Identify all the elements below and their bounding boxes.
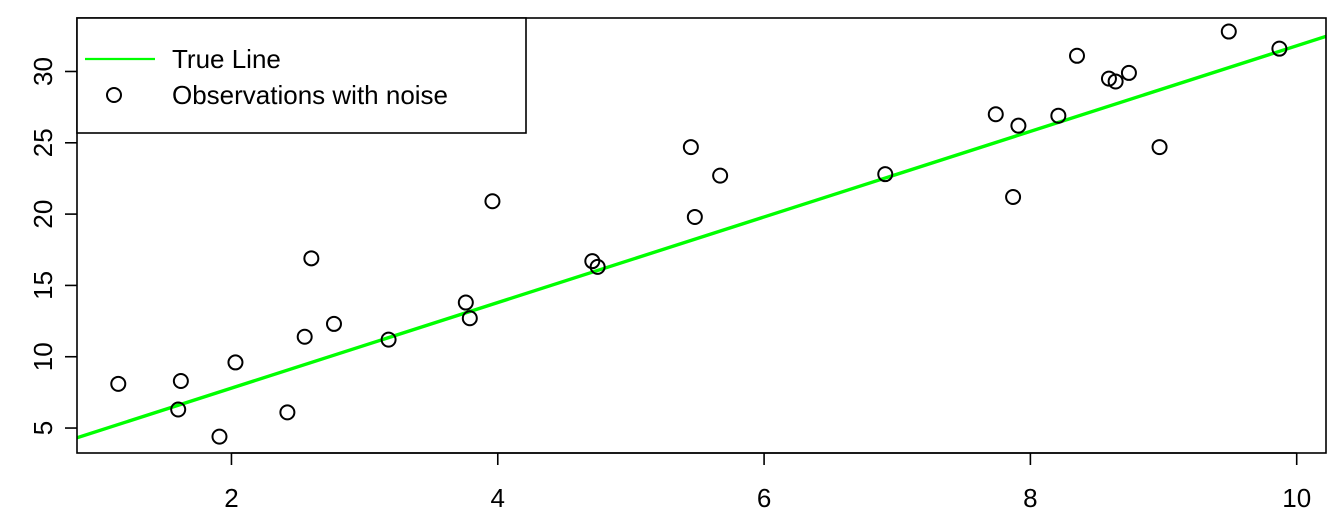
data-point <box>461 310 478 327</box>
data-point <box>172 372 189 389</box>
observation-points <box>110 23 1288 445</box>
x-tick-label: 10 <box>1282 483 1311 513</box>
data-point <box>380 331 397 348</box>
y-tick-label: 5 <box>28 421 58 435</box>
data-point <box>1005 188 1022 205</box>
data-point <box>303 250 320 267</box>
y-tick-label: 25 <box>28 128 58 157</box>
x-tick-label: 2 <box>224 483 238 513</box>
y-axis: 5 10 15 20 25 30 <box>28 57 77 435</box>
data-point <box>170 401 187 418</box>
data-point <box>325 315 342 332</box>
data-point <box>296 328 313 345</box>
data-point <box>227 354 244 371</box>
legend-label-true-line: True Line <box>172 44 281 74</box>
data-point <box>1050 107 1067 124</box>
data-point <box>1220 23 1237 40</box>
data-point <box>589 258 606 275</box>
data-point <box>1271 40 1288 57</box>
y-tick-label: 10 <box>28 342 58 371</box>
data-point <box>484 193 501 210</box>
y-tick-label: 20 <box>28 200 58 229</box>
data-point <box>712 167 729 184</box>
data-point <box>987 106 1004 123</box>
true-line-layer <box>77 34 1326 440</box>
data-point <box>877 166 894 183</box>
data-point <box>686 208 703 225</box>
data-point <box>211 428 228 445</box>
legend-box <box>76 17 527 134</box>
data-point <box>110 375 127 392</box>
data-point <box>584 253 601 270</box>
data-point <box>1068 47 1085 64</box>
data-point <box>1151 139 1168 156</box>
data-point <box>682 139 699 156</box>
x-tick-label: 8 <box>1023 483 1037 513</box>
data-point <box>1107 73 1124 90</box>
y-tick-label: 30 <box>28 57 58 86</box>
x-tick-label: 4 <box>491 483 505 513</box>
legend: True Line Observations with noise <box>76 17 527 134</box>
x-tick-label: 6 <box>757 483 771 513</box>
data-point <box>1010 117 1027 134</box>
legend-label-observations: Observations with noise <box>172 80 448 110</box>
true-line <box>77 34 1326 440</box>
data-point <box>457 294 474 311</box>
data-point <box>279 404 296 421</box>
x-axis: 2 4 6 8 10 <box>224 452 1311 513</box>
y-tick-label: 15 <box>28 271 58 300</box>
legend-point-swatch <box>106 87 122 103</box>
data-point <box>1120 64 1137 81</box>
